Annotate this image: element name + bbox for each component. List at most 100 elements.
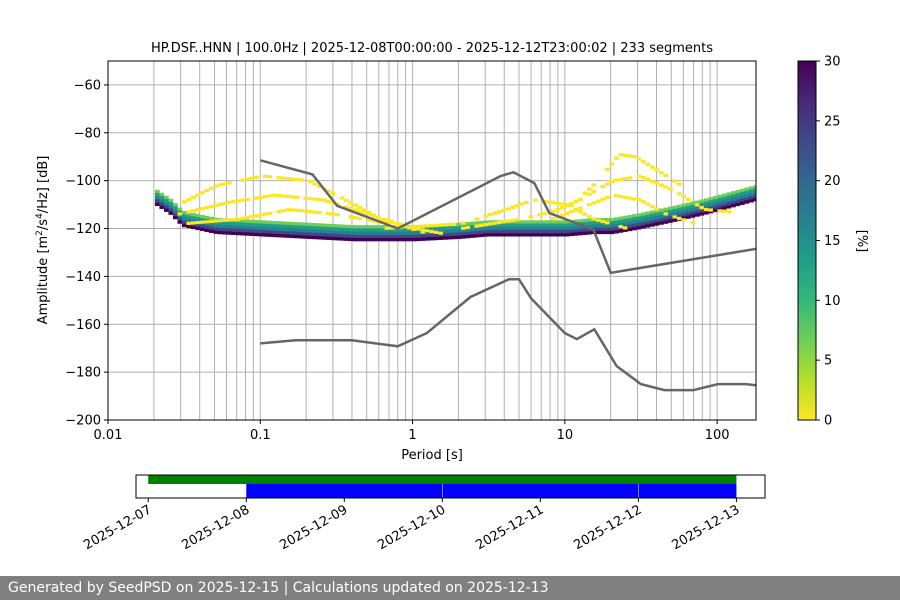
heatmap-cell bbox=[209, 187, 214, 190]
heatmap-cell bbox=[218, 228, 223, 231]
heatmap-cell bbox=[699, 199, 704, 202]
heatmap-cell bbox=[222, 228, 227, 231]
heatmap-cell bbox=[560, 202, 565, 205]
x-tick-label: 100 bbox=[705, 428, 730, 443]
heatmap-cell bbox=[159, 196, 164, 199]
heatmap-cell bbox=[551, 227, 556, 230]
heatmap-cell bbox=[632, 155, 637, 158]
heatmap-cell bbox=[515, 218, 520, 221]
heatmap-cell bbox=[501, 230, 506, 233]
heatmap-cell bbox=[218, 225, 223, 228]
heatmap-cell bbox=[515, 230, 520, 233]
heatmap-cell bbox=[159, 199, 164, 202]
heatmap-cell bbox=[339, 228, 344, 231]
heatmap-cell bbox=[168, 208, 173, 211]
heatmap-cell bbox=[276, 224, 281, 227]
heatmap-cell bbox=[524, 220, 529, 223]
heatmap-cell bbox=[686, 203, 691, 206]
heatmap-cell bbox=[321, 227, 326, 230]
heatmap-cell bbox=[447, 230, 452, 233]
heatmap-cell bbox=[596, 224, 601, 227]
heatmap-cell bbox=[555, 202, 560, 205]
heatmap-cell bbox=[371, 235, 376, 238]
heatmap-cell bbox=[677, 217, 682, 220]
heatmap-cell bbox=[285, 195, 290, 198]
heatmap-cell bbox=[168, 199, 173, 202]
heatmap-cell bbox=[276, 176, 281, 179]
heatmap-cell bbox=[461, 227, 466, 230]
heatmap-cell bbox=[492, 233, 497, 236]
heatmap-cell bbox=[704, 202, 709, 205]
heatmap-cell bbox=[726, 196, 731, 199]
heatmap-cell bbox=[236, 199, 241, 202]
heatmap-cell bbox=[641, 212, 646, 215]
heatmap-cell bbox=[650, 166, 655, 169]
heatmap-cell bbox=[339, 196, 344, 199]
heatmap-cell bbox=[317, 230, 322, 233]
heatmap-cell bbox=[623, 216, 628, 219]
heatmap-cell bbox=[276, 194, 281, 197]
heatmap-cell bbox=[299, 235, 304, 238]
heatmap-cell bbox=[515, 227, 520, 230]
heatmap-cell bbox=[690, 221, 695, 224]
heatmap-cell bbox=[537, 230, 542, 233]
heatmap-cell bbox=[182, 214, 187, 217]
heatmap-cell bbox=[384, 238, 389, 241]
heatmap-cell bbox=[182, 200, 187, 203]
heatmap-cell bbox=[195, 227, 200, 230]
heatmap-cell bbox=[375, 215, 380, 218]
heatmap-cell bbox=[605, 218, 610, 221]
heatmap-cell bbox=[582, 192, 587, 195]
heatmap-cell bbox=[317, 223, 322, 226]
heatmap-cell bbox=[173, 203, 178, 206]
heatmap-cell bbox=[420, 237, 425, 240]
heatmap-cell bbox=[308, 232, 313, 235]
heatmap-cell bbox=[339, 234, 344, 237]
heatmap-cell bbox=[618, 195, 623, 198]
heatmap-cell bbox=[483, 230, 488, 233]
heatmap-cell bbox=[677, 182, 682, 185]
heatmap-cell bbox=[380, 218, 385, 221]
heatmap-cell bbox=[173, 213, 178, 216]
heatmap-cell bbox=[636, 220, 641, 223]
heatmap-cell bbox=[623, 154, 628, 157]
y-tick-label: −140 bbox=[65, 270, 101, 285]
heatmap-cell bbox=[299, 229, 304, 232]
heatmap-cell bbox=[731, 198, 736, 201]
heatmap-cell bbox=[587, 203, 592, 206]
heatmap-cell bbox=[533, 220, 538, 223]
heatmap-cell bbox=[609, 221, 614, 224]
heatmap-cell bbox=[290, 208, 295, 211]
heatmap-cell bbox=[740, 198, 745, 201]
heatmap-cell bbox=[627, 215, 632, 218]
heatmap-cell bbox=[726, 202, 731, 205]
heatmap-cell bbox=[645, 211, 650, 214]
heatmap-cell bbox=[560, 230, 565, 233]
heatmap-cell bbox=[591, 183, 596, 186]
heatmap-cell bbox=[375, 235, 380, 238]
heatmap-cell bbox=[267, 233, 272, 236]
heatmap-cell bbox=[564, 230, 569, 233]
heatmap-cell bbox=[510, 206, 515, 209]
heatmap-cell bbox=[699, 212, 704, 215]
heatmap-cell bbox=[326, 224, 331, 227]
heatmap-cell bbox=[402, 235, 407, 238]
heatmap-cell bbox=[659, 218, 664, 221]
heatmap-cell bbox=[186, 222, 191, 225]
heatmap-cell bbox=[204, 206, 209, 209]
y-tick-label: −100 bbox=[65, 174, 101, 189]
heatmap-cell bbox=[416, 225, 421, 228]
y-tick-label: −60 bbox=[74, 78, 101, 93]
heatmap-cell bbox=[501, 224, 506, 227]
heatmap-cell bbox=[254, 230, 259, 233]
heatmap-cell bbox=[587, 187, 592, 190]
heatmap-cell bbox=[537, 224, 542, 227]
heatmap-cell bbox=[614, 179, 619, 182]
heatmap-cell bbox=[447, 223, 452, 226]
heatmap-cell bbox=[299, 226, 304, 229]
heatmap-cell bbox=[294, 178, 299, 181]
heatmap-cell bbox=[636, 198, 641, 201]
heatmap-cell bbox=[321, 236, 326, 239]
heatmap-cell bbox=[443, 236, 448, 239]
heatmap-cell bbox=[285, 234, 290, 237]
